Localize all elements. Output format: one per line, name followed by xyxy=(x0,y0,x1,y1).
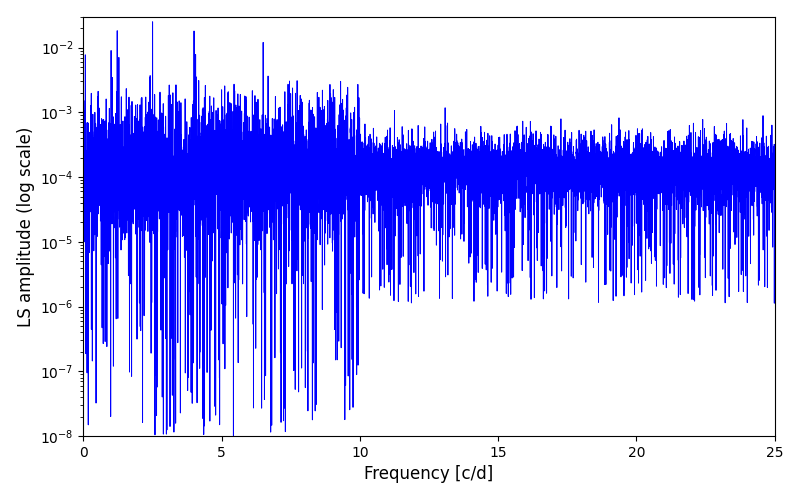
Y-axis label: LS amplitude (log scale): LS amplitude (log scale) xyxy=(17,126,34,326)
X-axis label: Frequency [c/d]: Frequency [c/d] xyxy=(364,466,494,483)
